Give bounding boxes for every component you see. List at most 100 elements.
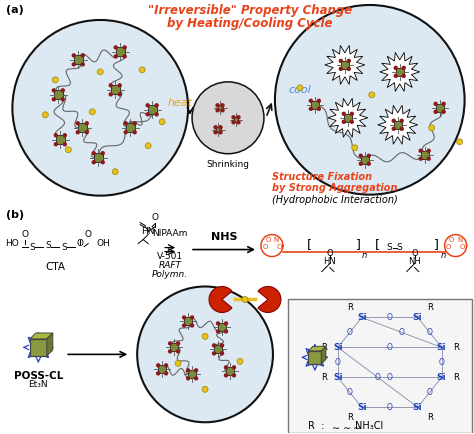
Circle shape [109, 83, 113, 88]
Circle shape [145, 143, 151, 149]
Text: S: S [387, 243, 392, 252]
Circle shape [232, 373, 236, 378]
Circle shape [231, 115, 236, 119]
Circle shape [359, 161, 363, 166]
Circle shape [133, 121, 137, 125]
Text: ]: ] [434, 238, 439, 251]
Circle shape [182, 315, 186, 319]
Text: Si: Si [413, 313, 422, 322]
Circle shape [216, 329, 220, 334]
Text: S: S [62, 243, 67, 252]
Circle shape [202, 386, 208, 392]
Text: O: O [77, 239, 84, 248]
Circle shape [186, 376, 190, 381]
FancyBboxPatch shape [30, 339, 47, 356]
Circle shape [164, 371, 168, 375]
Circle shape [441, 102, 446, 106]
Circle shape [63, 133, 67, 138]
Circle shape [84, 121, 89, 125]
Text: O: O [347, 328, 353, 337]
Text: O: O [427, 328, 433, 337]
FancyBboxPatch shape [188, 370, 196, 378]
Circle shape [350, 112, 354, 116]
Text: Polymn.: Polymn. [152, 270, 188, 279]
Circle shape [220, 351, 224, 355]
Circle shape [113, 54, 118, 59]
Circle shape [309, 107, 313, 111]
Circle shape [433, 102, 438, 106]
Text: (a): (a) [7, 5, 24, 15]
Circle shape [146, 103, 150, 108]
Circle shape [100, 151, 105, 155]
Circle shape [72, 53, 76, 58]
Circle shape [168, 341, 173, 345]
Circle shape [427, 148, 431, 153]
Circle shape [122, 45, 127, 49]
Text: O: O [460, 243, 465, 250]
Text: S: S [397, 243, 402, 252]
Circle shape [97, 69, 103, 75]
Circle shape [75, 121, 80, 125]
Circle shape [393, 66, 398, 70]
Text: R: R [453, 343, 458, 352]
Circle shape [52, 88, 56, 92]
Circle shape [401, 66, 406, 70]
Circle shape [72, 62, 76, 66]
Polygon shape [47, 333, 53, 356]
Circle shape [215, 108, 220, 112]
Polygon shape [321, 346, 326, 364]
Text: [: [ [307, 238, 312, 251]
FancyBboxPatch shape [214, 345, 222, 353]
Circle shape [190, 315, 194, 319]
Circle shape [231, 120, 236, 125]
FancyBboxPatch shape [341, 61, 349, 69]
Circle shape [369, 92, 375, 98]
FancyBboxPatch shape [126, 123, 135, 132]
FancyBboxPatch shape [116, 47, 125, 56]
Circle shape [338, 59, 343, 63]
Text: O: O [276, 243, 282, 250]
FancyBboxPatch shape [94, 153, 103, 162]
Circle shape [366, 154, 371, 158]
Circle shape [52, 77, 58, 83]
FancyBboxPatch shape [216, 127, 220, 132]
Text: by Heating/Cooling Cycle: by Heating/Cooling Cycle [167, 17, 333, 30]
Text: V-501: V-501 [157, 252, 183, 260]
Circle shape [237, 120, 241, 125]
Text: O: O [399, 328, 405, 337]
Circle shape [427, 157, 431, 161]
Circle shape [192, 82, 264, 154]
Circle shape [242, 296, 248, 302]
Text: O: O [449, 237, 454, 243]
FancyBboxPatch shape [234, 117, 238, 122]
Circle shape [400, 118, 404, 123]
Circle shape [428, 125, 435, 131]
Circle shape [346, 59, 351, 63]
Text: O: O [439, 358, 445, 367]
Text: Si: Si [333, 373, 343, 382]
Circle shape [212, 343, 216, 348]
Text: [: [ [375, 238, 380, 251]
Circle shape [54, 133, 58, 138]
Circle shape [61, 88, 65, 92]
Circle shape [81, 53, 85, 58]
Circle shape [164, 363, 168, 368]
Circle shape [65, 147, 71, 153]
Text: Structure Fixation: Structure Fixation [272, 172, 372, 182]
Circle shape [224, 329, 228, 334]
Circle shape [124, 130, 128, 135]
Circle shape [113, 45, 118, 49]
Text: O: O [427, 388, 433, 397]
Circle shape [342, 112, 346, 116]
Circle shape [317, 99, 321, 103]
Circle shape [42, 112, 48, 118]
Circle shape [91, 151, 96, 155]
FancyBboxPatch shape [56, 135, 65, 144]
Wedge shape [209, 286, 232, 312]
Text: RAFT: RAFT [159, 260, 182, 270]
Text: NH: NH [408, 257, 421, 266]
Circle shape [137, 286, 273, 422]
FancyBboxPatch shape [54, 90, 63, 99]
Text: ]: ] [356, 238, 360, 251]
Circle shape [317, 107, 321, 111]
